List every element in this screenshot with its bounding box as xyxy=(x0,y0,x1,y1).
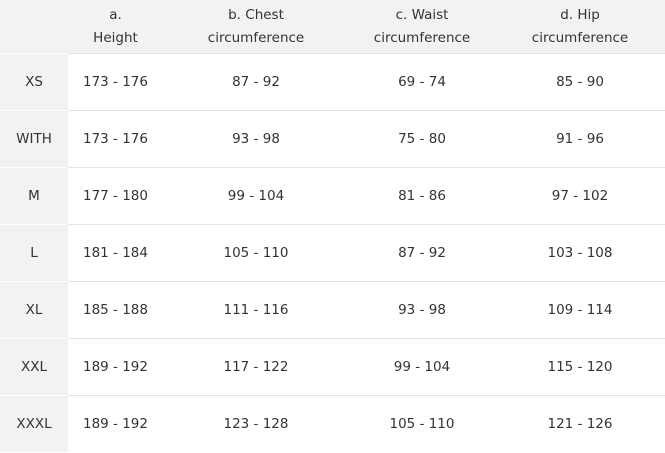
size-cell: XL xyxy=(0,281,68,339)
table-row: XXL 189 - 192 117 - 122 99 - 104 115 - 120 xyxy=(0,338,665,396)
value-cell: 81 - 86 xyxy=(349,167,495,225)
size-cell: XXXL xyxy=(0,395,68,452)
header-line: c. Waist xyxy=(395,6,449,23)
value-cell: 115 - 120 xyxy=(495,338,665,396)
table-body: XS 173 - 176 87 - 92 69 - 74 85 - 90 WITH 173 … xyxy=(0,53,665,452)
header-line: circumference xyxy=(373,29,471,46)
header-row: a. Height b. Chest circumference c. Waist cir… xyxy=(0,0,665,54)
value-cell: 117 - 122 xyxy=(163,338,349,396)
header-line: Height xyxy=(93,29,138,46)
table-row: XS 173 - 176 87 - 92 69 - 74 85 - 90 xyxy=(0,53,665,111)
header-line: b. Chest xyxy=(228,6,284,23)
value-cell: 121 - 126 xyxy=(495,395,665,452)
table-row: XXXL 189 - 192 123 - 128 105 - 110 121 - 126 xyxy=(0,395,665,452)
value-cell: 99 - 104 xyxy=(163,167,349,225)
value-cell: 97 - 102 xyxy=(495,167,665,225)
value-cell: 177 - 180 xyxy=(68,167,163,225)
size-cell: XS xyxy=(0,53,68,111)
header-cell: a. Height xyxy=(68,0,163,54)
value-cell: 111 - 116 xyxy=(163,281,349,339)
value-cell: 93 - 98 xyxy=(349,281,495,339)
table-header: a. Height b. Chest circumference c. Waist cir… xyxy=(0,0,665,54)
value-cell: 87 - 92 xyxy=(349,224,495,282)
value-cell: 123 - 128 xyxy=(163,395,349,452)
value-cell: 189 - 192 xyxy=(68,338,163,396)
value-cell: 75 - 80 xyxy=(349,110,495,168)
table-row: L 181 - 184 105 - 110 87 - 92 103 - 108 xyxy=(0,224,665,282)
value-cell: 185 - 188 xyxy=(68,281,163,339)
header-line: circumference xyxy=(207,29,305,46)
header-cell: c. Waist circumference xyxy=(349,0,495,54)
value-cell: 91 - 96 xyxy=(495,110,665,168)
value-cell: 181 - 184 xyxy=(68,224,163,282)
value-cell: 105 - 110 xyxy=(349,395,495,452)
value-cell: 85 - 90 xyxy=(495,53,665,111)
value-cell: 103 - 108 xyxy=(495,224,665,282)
header-line: a. xyxy=(109,6,122,23)
size-cell: WITH xyxy=(0,110,68,168)
corner-cell xyxy=(0,0,68,54)
value-cell: 87 - 92 xyxy=(163,53,349,111)
value-cell: 105 - 110 xyxy=(163,224,349,282)
header-cell: d. Hip circumference xyxy=(495,0,665,54)
value-cell: 99 - 104 xyxy=(349,338,495,396)
size-cell: L xyxy=(0,224,68,282)
value-cell: 173 - 176 xyxy=(68,110,163,168)
table-row: WITH 173 - 176 93 - 98 75 - 80 91 - 96 xyxy=(0,110,665,168)
table-row: M 177 - 180 99 - 104 81 - 86 97 - 102 xyxy=(0,167,665,225)
value-cell: 109 - 114 xyxy=(495,281,665,339)
value-cell: 173 - 176 xyxy=(68,53,163,111)
value-cell: 69 - 74 xyxy=(349,53,495,111)
table-row: XL 185 - 188 111 - 116 93 - 98 109 - 114 xyxy=(0,281,665,339)
header-line: d. Hip xyxy=(560,6,600,23)
value-cell: 189 - 192 xyxy=(68,395,163,452)
header-line: circumference xyxy=(531,29,629,46)
size-cell: M xyxy=(0,167,68,225)
size-cell: XXL xyxy=(0,338,68,396)
header-cell: b. Chest circumference xyxy=(163,0,349,54)
value-cell: 93 - 98 xyxy=(163,110,349,168)
